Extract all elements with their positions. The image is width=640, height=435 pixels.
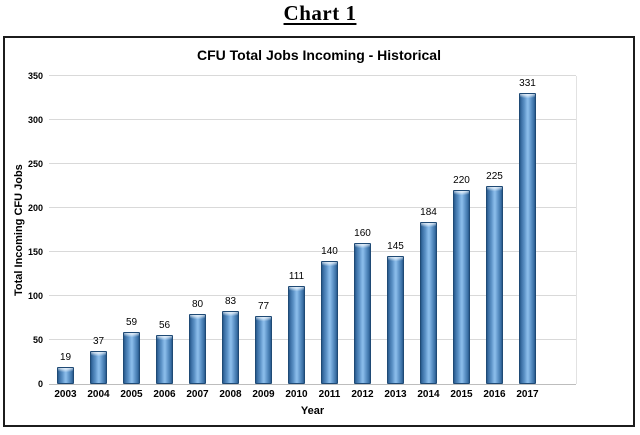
- y-tick-label: 250: [27, 159, 43, 169]
- x-tick-label: 2007: [186, 389, 209, 400]
- bar-2005: [123, 332, 140, 384]
- x-tick-label: 2004: [87, 389, 110, 400]
- x-tick-label: 2011: [318, 389, 341, 400]
- bar-2013: [387, 256, 404, 384]
- bar-2011: [321, 261, 338, 384]
- bar-slot: 111: [280, 76, 313, 384]
- x-axis-title: Year: [300, 405, 325, 417]
- x-tick-label: 2010: [285, 389, 308, 400]
- x-axis-tick-labels: 2003 2004 2005 2006 2007 2008 2009 2010 2011 2012…: [49, 389, 576, 402]
- x-tick-label: 2017: [516, 389, 539, 400]
- bar-slot: 56: [148, 76, 181, 384]
- bar-value-label: 83: [224, 296, 237, 307]
- bar-slot: 145: [379, 76, 412, 384]
- bar-value-label: 37: [92, 336, 105, 347]
- bar-value-label: 140: [321, 246, 338, 257]
- bar-slot: 225: [478, 76, 511, 384]
- bar-2009: [255, 316, 272, 384]
- x-tick-label: 2012: [351, 389, 374, 400]
- bar-value-label: 56: [158, 320, 171, 331]
- bar-2010: [288, 286, 305, 384]
- x-tick-label: 2015: [450, 389, 473, 400]
- page-title-text: Chart 1: [283, 1, 357, 25]
- bar-2012: [354, 243, 371, 384]
- bar-2008: [222, 311, 239, 384]
- y-tick-label: 100: [27, 291, 43, 301]
- bar-2004: [90, 351, 107, 384]
- bar-slot: 220: [445, 76, 478, 384]
- chart-frame: CFU Total Jobs Incoming - Historical Tot…: [3, 36, 635, 427]
- bar-slot: 37: [82, 76, 115, 384]
- gridline: [49, 251, 576, 252]
- page-title: Chart 1: [0, 1, 640, 26]
- y-tick-label: 200: [27, 203, 43, 213]
- bar-2014: [420, 222, 437, 384]
- bar-slot: 184: [412, 76, 445, 384]
- plot-area: 0 50 100 150 200 250 300 350 19 37 59 56 80 83 77 111 14…: [28, 71, 577, 389]
- x-tick-label: 2003: [54, 389, 77, 400]
- bar-value-label: 111: [288, 271, 305, 282]
- gridline: [49, 295, 576, 296]
- bar-2006: [156, 335, 173, 384]
- chart-title: CFU Total Jobs Incoming - Historical: [197, 47, 441, 63]
- bar-value-label: 160: [354, 228, 371, 239]
- x-tick-label: 2006: [153, 389, 176, 400]
- gridline: [49, 339, 576, 340]
- y-tick-label: 350: [27, 71, 43, 81]
- bar-value-label: 184: [420, 207, 437, 218]
- bar-slot: 160: [346, 76, 379, 384]
- bar-2003: [57, 367, 74, 384]
- bar-2015: [453, 190, 470, 384]
- bar-2007: [189, 314, 206, 384]
- bar-value-label: 225: [486, 171, 503, 182]
- x-tick-label: 2013: [384, 389, 407, 400]
- x-tick-label: 2016: [483, 389, 506, 400]
- gridline: [49, 75, 576, 76]
- y-tick-label: 50: [32, 335, 43, 345]
- gridline: [49, 163, 576, 164]
- bar-value-label: 331: [519, 78, 536, 89]
- bar-slot: 77: [247, 76, 280, 384]
- gridline: [49, 119, 576, 120]
- bar-slot: 80: [181, 76, 214, 384]
- x-tick-label: 2005: [120, 389, 143, 400]
- bar-value-label: 19: [59, 352, 72, 363]
- bar-slot: 331: [511, 76, 544, 384]
- bar-2016: [486, 186, 503, 384]
- bar-value-label: 80: [191, 299, 204, 310]
- bar-slot: 140: [313, 76, 346, 384]
- y-tick-label: 0: [37, 379, 43, 389]
- x-tick-label: 2014: [417, 389, 440, 400]
- bar-slot: 19: [49, 76, 82, 384]
- y-tick-label: 150: [27, 247, 43, 257]
- x-axis-line: [49, 384, 576, 385]
- gridline: [49, 207, 576, 208]
- x-tick-label: 2008: [219, 389, 242, 400]
- bar-value-label: 59: [125, 317, 138, 328]
- bar-value-label: 77: [257, 301, 270, 312]
- y-tick-label: 300: [27, 115, 43, 125]
- bar-slot: 59: [115, 76, 148, 384]
- bar-slot: 83: [214, 76, 247, 384]
- bar-value-label: 220: [453, 175, 470, 186]
- bar-value-label: 145: [387, 241, 404, 252]
- x-tick-label: 2009: [252, 389, 275, 400]
- bar-2017: [519, 93, 536, 384]
